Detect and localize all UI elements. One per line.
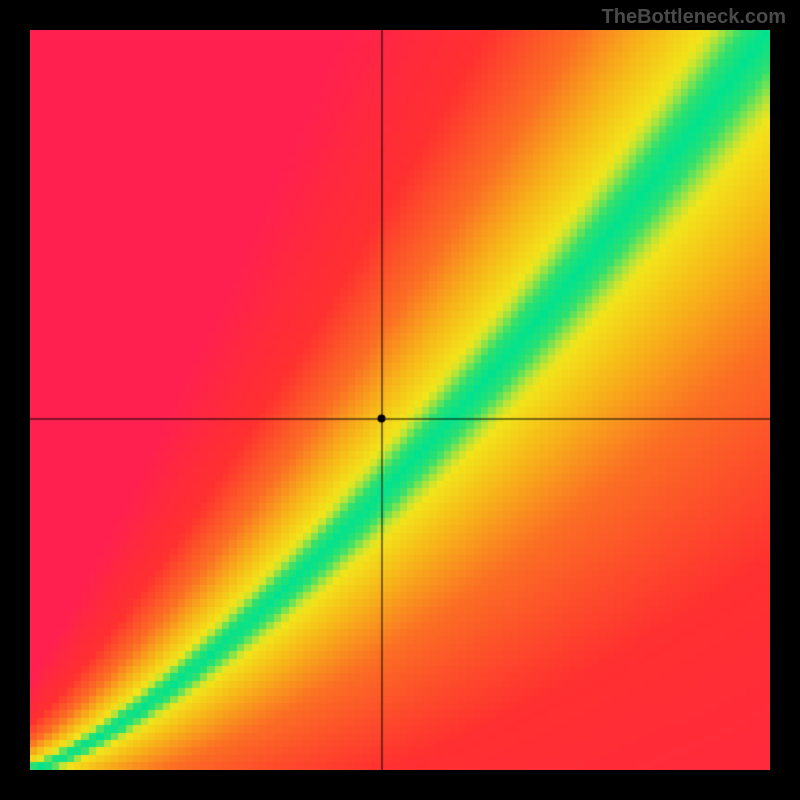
heatmap-canvas	[30, 30, 770, 770]
watermark-text: TheBottleneck.com	[602, 6, 786, 29]
heatmap-plot	[30, 30, 770, 770]
